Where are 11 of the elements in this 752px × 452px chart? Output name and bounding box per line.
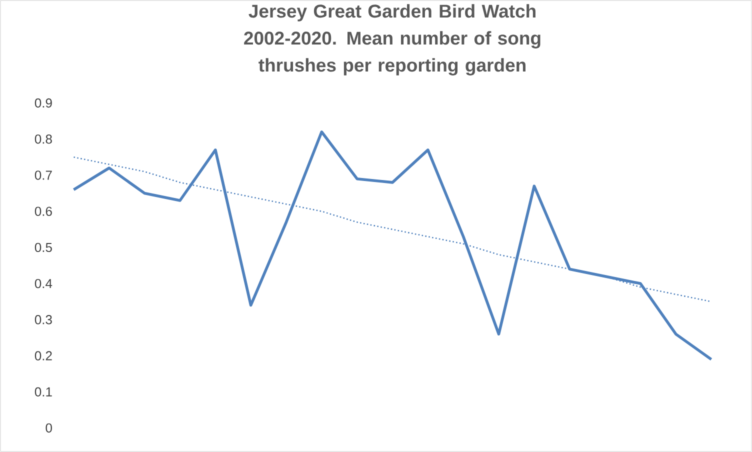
chart-title: Jersey Great Garden Bird Watch 2002-2020. Mean number of song thrushes per reporting garden bbox=[244, 4, 540, 76]
y-tick-label: 0.5 bbox=[34, 242, 52, 252]
y-tick-label: 0.8 bbox=[34, 134, 52, 144]
y-tick-label: 0.4 bbox=[34, 278, 52, 288]
y-tick-label: 0.7 bbox=[34, 170, 52, 180]
y-tick-label: 0.1 bbox=[34, 387, 52, 396]
y-tick-label: 0 bbox=[46, 423, 52, 433]
y-tick-label: 0.2 bbox=[34, 351, 52, 360]
y-tick-label: 0.9 bbox=[34, 98, 52, 108]
y-tick-label: 0.3 bbox=[34, 315, 52, 324]
y-tick-label: 0.6 bbox=[34, 206, 52, 216]
